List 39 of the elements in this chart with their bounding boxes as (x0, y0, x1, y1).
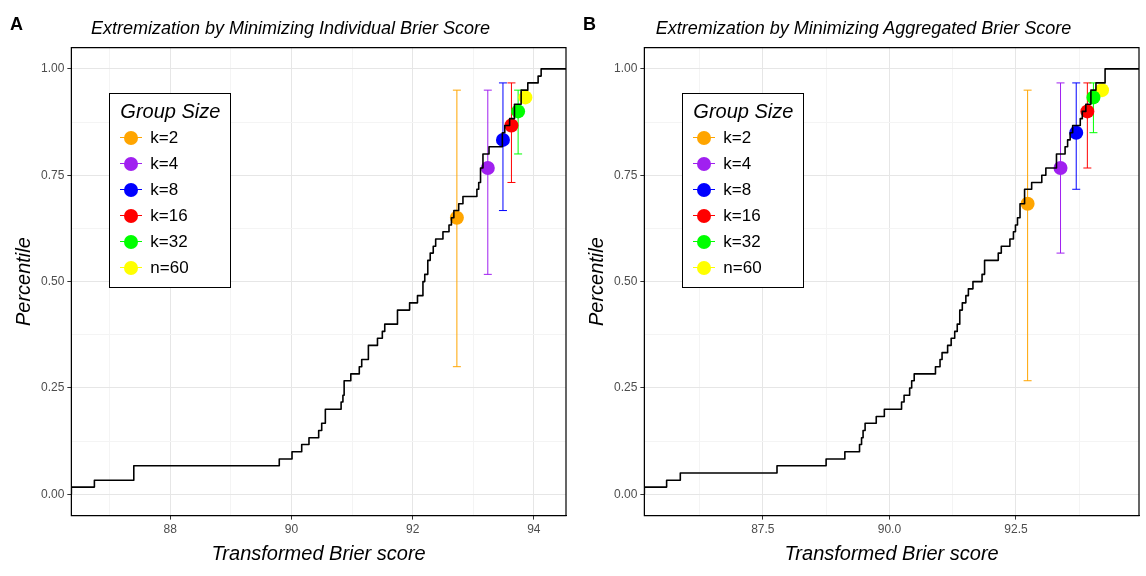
legend-title: Group Size (120, 99, 221, 123)
legend-label: k=8 (150, 179, 179, 200)
y-tick-label: 0.25 (41, 380, 65, 395)
chart-title: Extremization by Minimizing Individual Brier Score (90, 17, 491, 38)
legend-label: k=32 (723, 231, 761, 252)
x-tick-label: 92.5 (1004, 522, 1028, 537)
text: A (10, 14, 23, 35)
y-tick-label: 0.25 (614, 380, 638, 395)
x-tick-label: 87.5 (751, 522, 775, 537)
x-tick-label: 90 (284, 522, 299, 537)
x-axis-title: Transformed Brier score (211, 541, 426, 564)
legend-label: k=32 (150, 231, 188, 252)
legend-label: k=2 (723, 127, 752, 148)
y-tick-label: 0.00 (41, 486, 65, 501)
y-tick-label: 0.00 (614, 486, 638, 501)
chart-title: Extremization by Minimizing Aggregated Brier Score (655, 17, 1072, 38)
legend-label: n=60 (723, 257, 762, 278)
text: B (583, 14, 596, 35)
y-tick-label: 1.00 (614, 61, 638, 76)
legend-label: k=16 (150, 205, 188, 226)
legend-label: k=16 (723, 205, 761, 226)
y-axis-title: Percentile (584, 237, 607, 327)
x-tick-label: 90.0 (877, 522, 902, 537)
legend-label: n=60 (150, 257, 189, 278)
legend-label: k=2 (150, 127, 179, 148)
y-tick-label: 0.50 (614, 273, 638, 288)
y-tick-label: 1.00 (41, 61, 65, 76)
x-tick-label: 88 (163, 522, 178, 537)
y-tick-label: 0.75 (614, 167, 638, 182)
y-tick-label: 0.50 (41, 273, 65, 288)
x-axis-title: Transformed Brier score (784, 541, 999, 564)
legend-label: k=4 (723, 153, 752, 174)
x-tick-label: 92 (405, 522, 420, 537)
legend-title: Group Size (693, 99, 794, 123)
y-axis-title: Percentile (11, 237, 34, 327)
x-tick-label: 94 (527, 522, 541, 537)
legend-label: k=4 (150, 153, 179, 174)
y-tick-label: 0.75 (41, 167, 65, 182)
legend-label: k=8 (723, 179, 752, 200)
